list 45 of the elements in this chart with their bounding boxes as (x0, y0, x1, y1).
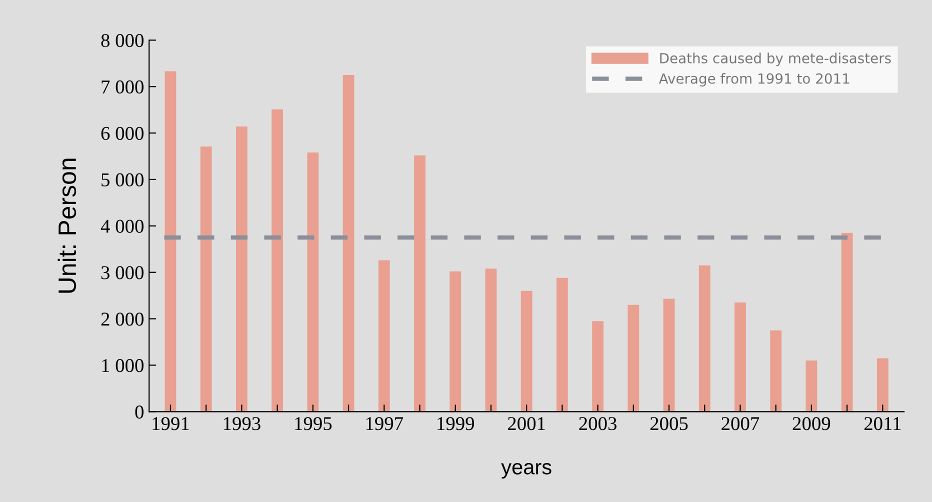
bar (236, 126, 248, 412)
y-tick-label: 1 000 (102, 359, 144, 372)
y-tick-label: 8 000 (101, 34, 144, 48)
bar (307, 152, 319, 412)
bar (164, 71, 176, 412)
x-tick-label: 1995 (295, 417, 332, 430)
y-tick-label: 3 000 (101, 266, 144, 280)
bar (485, 268, 497, 412)
bar (806, 360, 818, 412)
bar (378, 260, 390, 412)
bar (628, 304, 640, 412)
bar (342, 74, 354, 412)
bar (734, 302, 746, 412)
bar (698, 265, 710, 412)
y-axis-title: Unit: Person (58, 158, 76, 293)
y-tick-label: 2 000 (101, 312, 144, 326)
bar (556, 278, 568, 412)
x-tick-label: 2007 (722, 417, 760, 430)
x-tick-label: 1999 (438, 417, 474, 430)
bar (876, 358, 888, 412)
y-tick-label: 0 (135, 405, 144, 419)
x-tick-label: 2009 (792, 417, 830, 430)
bar (592, 321, 604, 412)
bar (770, 330, 782, 412)
bar (450, 271, 462, 412)
x-tick-label: 2001 (508, 417, 545, 430)
y-tick-label: 5 000 (102, 173, 144, 186)
bar (520, 290, 532, 412)
bar (663, 298, 675, 412)
y-tick-label: 7 000 (102, 80, 144, 94)
bar (200, 146, 212, 412)
y-tick-label: 4 000 (100, 220, 144, 233)
bar (414, 155, 426, 412)
y-tick-label: 6 000 (101, 126, 144, 140)
x-tick-label: 1991 (152, 417, 189, 430)
x-tick-label: 1993 (224, 417, 260, 430)
x-tick-label: 2011 (864, 417, 901, 430)
bar (272, 109, 284, 412)
legend-label: Average from 1991 to 2011 (658, 73, 850, 86)
bar (841, 232, 853, 412)
legend-label: Deaths caused by mete-disasters (660, 52, 891, 66)
x-axis-title: years (501, 463, 552, 479)
x-tick-label: 2005 (650, 417, 688, 430)
x-tick-label: 2003 (579, 417, 616, 430)
x-tick-label: 1997 (366, 417, 404, 430)
